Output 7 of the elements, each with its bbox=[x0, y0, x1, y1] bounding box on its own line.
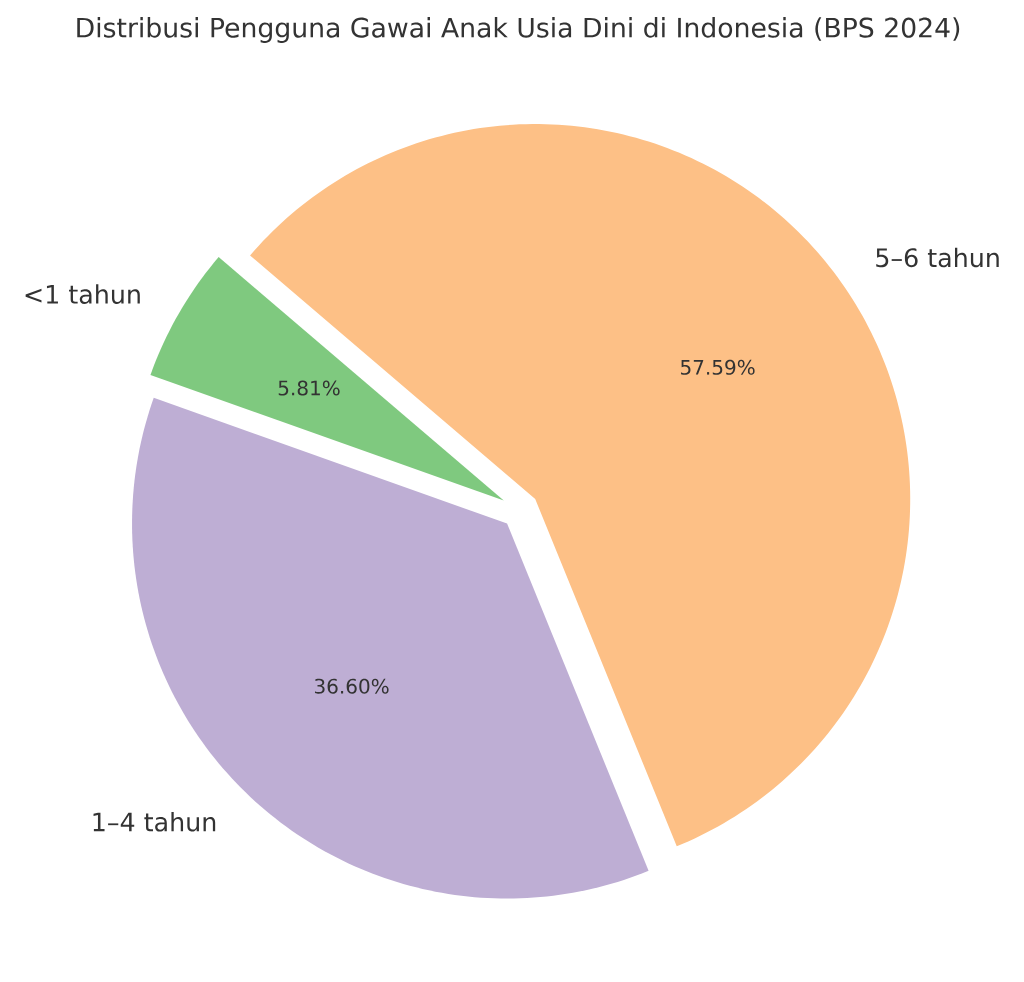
slice-label: 5–6 tahun bbox=[876, 247, 999, 268]
slice-label: <1 tahun bbox=[25, 284, 140, 304]
data-label: 57.59% bbox=[681, 359, 755, 375]
chart-title: Distribusi Pengguna Gawai Anak Usia Dini di Indonesia (BPS 2024) bbox=[77, 17, 960, 43]
data-label: 36.60% bbox=[314, 678, 389, 694]
data-label: 5.81% bbox=[278, 380, 340, 396]
slice-label: 1–4 tahun bbox=[93, 811, 216, 832]
